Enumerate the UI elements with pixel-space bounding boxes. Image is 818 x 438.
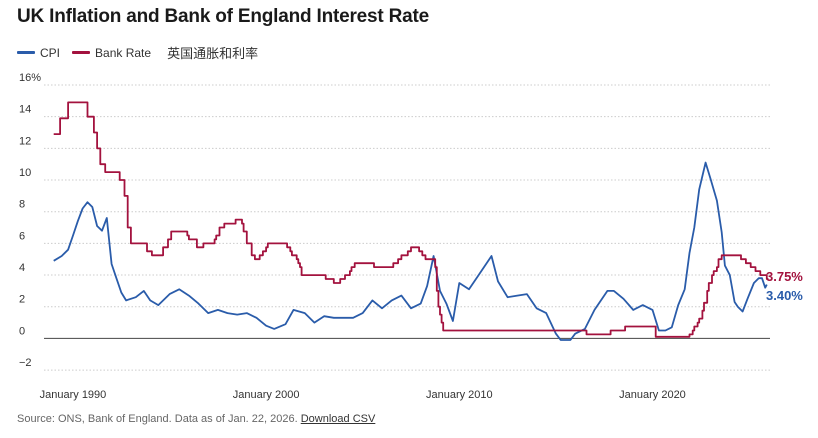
chart-title: UK Inflation and Bank of England Interes… <box>17 6 430 27</box>
legend-label-cpi: CPI <box>40 45 61 60</box>
x-tick-label: January 2010 <box>426 389 493 401</box>
y-tick-label: 6 <box>19 230 25 242</box>
x-tick-label: January 2020 <box>619 389 686 401</box>
y-tick-label: 0 <box>19 325 25 337</box>
cpi-end-label: 3.40% <box>766 288 803 303</box>
bank-rate-line <box>53 101 769 338</box>
y-tick-label: 12 <box>19 135 31 147</box>
y-tick-label: 16% <box>19 72 41 84</box>
download-csv-link[interactable]: Download CSV <box>300 413 376 425</box>
x-tick-label: January 1990 <box>40 389 107 401</box>
y-tick-label: 14 <box>19 104 31 116</box>
legend-item-bank-rate: Bank Rate <box>72 46 151 60</box>
x-tick-label: January 2000 <box>233 389 300 401</box>
bank-rate-end-label: 3.75% <box>766 269 803 284</box>
y-tick-label: 4 <box>19 262 25 274</box>
legend-swatch-cpi <box>17 51 35 54</box>
source-text: Source: ONS, Bank of England. Data as of… <box>17 413 298 425</box>
source-line: Source: ONS, Bank of England. Data as of… <box>17 413 375 425</box>
legend-note: 英国通胀和利率 <box>167 46 259 61</box>
legend-swatch-bank-rate <box>72 51 91 54</box>
y-tick-label: 8 <box>19 199 25 211</box>
legend-item-cpi: CPI <box>17 46 60 60</box>
legend-label-bank-rate: Bank Rate <box>95 45 152 60</box>
y-tick-label: −2 <box>19 357 32 369</box>
y-tick-label: 10 <box>19 167 31 179</box>
y-tick-label: 2 <box>19 294 25 306</box>
chart-legend: CPI Bank Rate 英国通胀和利率 <box>17 43 258 62</box>
